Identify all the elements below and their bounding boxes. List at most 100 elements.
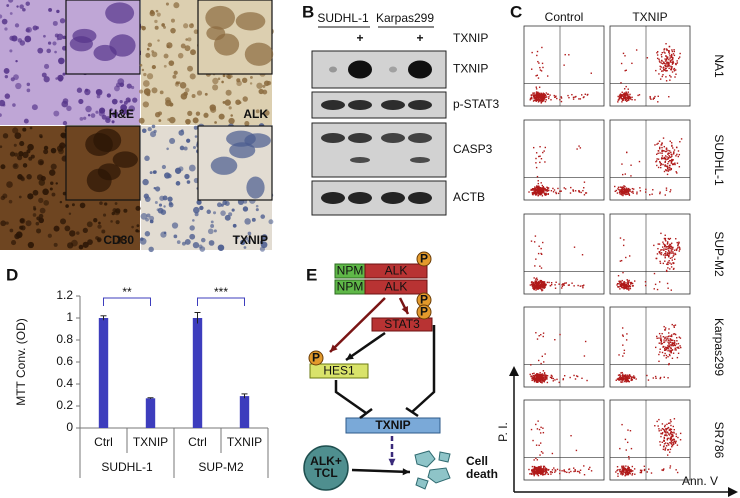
event-dot (568, 97, 569, 98)
event-dot (675, 469, 676, 470)
event-dot (535, 468, 536, 469)
nucleus (19, 4, 23, 8)
event-dot (680, 347, 681, 348)
stain-label: ALK (243, 107, 268, 121)
event-dot (627, 96, 628, 97)
nucleus (143, 80, 150, 87)
event-dot (555, 470, 556, 471)
cell (211, 157, 238, 175)
nucleus (180, 82, 187, 89)
event-dot (673, 62, 674, 63)
event-dot (632, 191, 633, 192)
event-dot (665, 251, 666, 252)
event-dot (622, 377, 623, 378)
event-dot (540, 442, 541, 443)
event-dot (623, 286, 624, 287)
event-dot (539, 429, 540, 430)
event-dot (669, 451, 670, 452)
event-dot (578, 471, 579, 472)
event-dot (663, 440, 664, 441)
event-dot (543, 287, 544, 288)
panel-label: B (302, 2, 314, 21)
nucleus (244, 121, 249, 126)
event-dot (535, 158, 536, 159)
nucleus (53, 21, 58, 26)
event-dot (631, 380, 632, 381)
event-dot (665, 347, 666, 348)
nucleus (91, 113, 96, 118)
event-dot (587, 94, 588, 95)
event-dot (550, 471, 551, 472)
event-dot (531, 240, 532, 241)
nucleus (143, 101, 149, 107)
nucleus (149, 216, 154, 221)
nucleus (166, 3, 169, 6)
nucleus (98, 222, 101, 225)
nucleus (192, 94, 196, 98)
event-dot (667, 163, 668, 164)
event-dot (625, 285, 626, 286)
cell-line: Karpas299 (376, 11, 434, 25)
event-dot (547, 282, 548, 283)
nucleus (225, 215, 231, 221)
event-dot (580, 98, 581, 99)
nucleus (239, 101, 242, 104)
nucleus (147, 73, 153, 79)
nucleus (28, 157, 32, 161)
event-dot (666, 57, 667, 58)
nucleus (13, 74, 19, 80)
nucleus (36, 217, 40, 221)
event-dot (671, 252, 672, 253)
nucleus (96, 89, 101, 94)
nucleus (232, 209, 235, 212)
event-dot (623, 96, 624, 97)
scatter-plot (524, 120, 604, 200)
scatter-plot (610, 26, 690, 106)
event-dot (673, 426, 674, 427)
event-dot (619, 374, 620, 375)
event-dot (533, 379, 534, 380)
event-dot (665, 340, 666, 341)
event-dot (677, 437, 678, 438)
event-dot (676, 436, 677, 437)
event-dot (669, 340, 670, 341)
event-dot (665, 235, 666, 236)
event-dot (628, 98, 629, 99)
event-dot (532, 194, 533, 195)
event-dot (541, 102, 542, 103)
event-dot (667, 243, 668, 244)
event-dot (671, 68, 672, 69)
event-dot (628, 88, 629, 89)
event-dot (542, 195, 543, 196)
event-dot (673, 164, 674, 165)
event-dot (536, 373, 537, 374)
nucleus (228, 118, 234, 124)
event-dot (662, 74, 663, 75)
y-tick-label: 0.6 (56, 354, 73, 368)
nucleus (178, 81, 181, 84)
event-dot (654, 288, 655, 289)
nucleus (148, 43, 152, 47)
nucleus (153, 170, 157, 174)
event-dot (624, 350, 625, 351)
event-dot (668, 59, 669, 60)
event-dot (548, 190, 549, 191)
nucleus (185, 239, 191, 245)
nucleus (79, 245, 84, 250)
nucleus (189, 234, 195, 240)
nucleus (48, 234, 52, 238)
arrow-head (728, 487, 738, 497)
event-dot (630, 283, 631, 284)
event-dot (575, 190, 576, 191)
event-dot (531, 97, 532, 98)
event-dot (531, 284, 532, 285)
event-dot (671, 446, 672, 447)
event-dot (670, 429, 671, 430)
event-dot (619, 288, 620, 289)
nucleus (193, 146, 196, 149)
nucleus (223, 74, 226, 77)
event-dot (538, 156, 539, 157)
nucleus (54, 226, 60, 232)
event-dot (674, 327, 675, 328)
event-dot (664, 246, 665, 247)
